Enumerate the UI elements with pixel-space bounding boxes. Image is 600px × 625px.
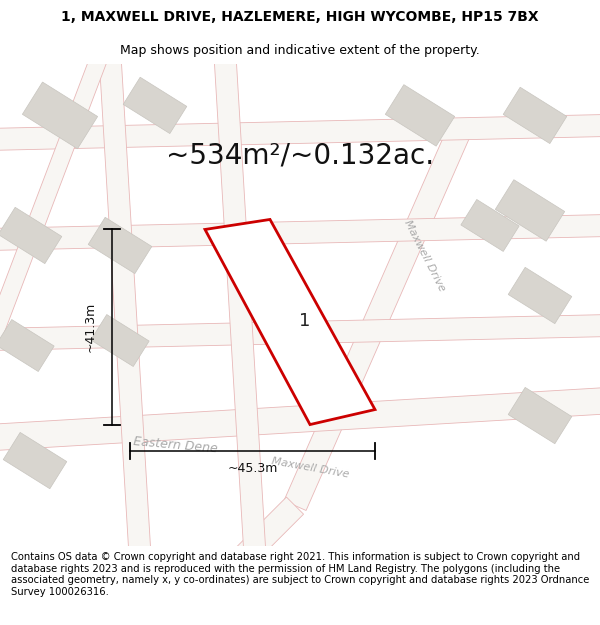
- Text: 1, MAXWELL DRIVE, HAZLEMERE, HIGH WYCOMBE, HP15 7BX: 1, MAXWELL DRIVE, HAZLEMERE, HIGH WYCOMB…: [61, 11, 539, 24]
- Polygon shape: [214, 55, 266, 556]
- Polygon shape: [508, 388, 572, 444]
- Text: ~45.3m: ~45.3m: [227, 462, 278, 475]
- Polygon shape: [495, 180, 565, 241]
- Polygon shape: [91, 314, 149, 366]
- Polygon shape: [0, 52, 108, 349]
- Polygon shape: [236, 497, 304, 564]
- Polygon shape: [503, 88, 567, 144]
- Text: ~41.3m: ~41.3m: [83, 302, 97, 352]
- Polygon shape: [22, 82, 98, 149]
- Polygon shape: [461, 199, 519, 251]
- Text: Contains OS data © Crown copyright and database right 2021. This information is : Contains OS data © Crown copyright and d…: [11, 552, 589, 597]
- Text: Map shows position and indicative extent of the property.: Map shows position and indicative extent…: [120, 44, 480, 57]
- Polygon shape: [0, 388, 600, 451]
- Text: 1: 1: [299, 312, 311, 330]
- Polygon shape: [284, 124, 471, 511]
- Polygon shape: [0, 114, 600, 151]
- Polygon shape: [385, 84, 455, 146]
- Polygon shape: [3, 432, 67, 489]
- Text: Eastern Dene: Eastern Dene: [132, 436, 218, 456]
- Text: Maxwell Drive: Maxwell Drive: [403, 218, 448, 293]
- Polygon shape: [0, 319, 54, 371]
- Polygon shape: [508, 268, 572, 324]
- Polygon shape: [123, 78, 187, 134]
- Text: ~534m²/~0.132ac.: ~534m²/~0.132ac.: [166, 141, 434, 169]
- Polygon shape: [0, 208, 62, 264]
- Polygon shape: [0, 314, 600, 351]
- Polygon shape: [205, 219, 375, 424]
- Polygon shape: [0, 214, 600, 251]
- Text: Maxwell Drive: Maxwell Drive: [271, 456, 350, 479]
- Polygon shape: [99, 55, 151, 556]
- Polygon shape: [88, 217, 152, 274]
